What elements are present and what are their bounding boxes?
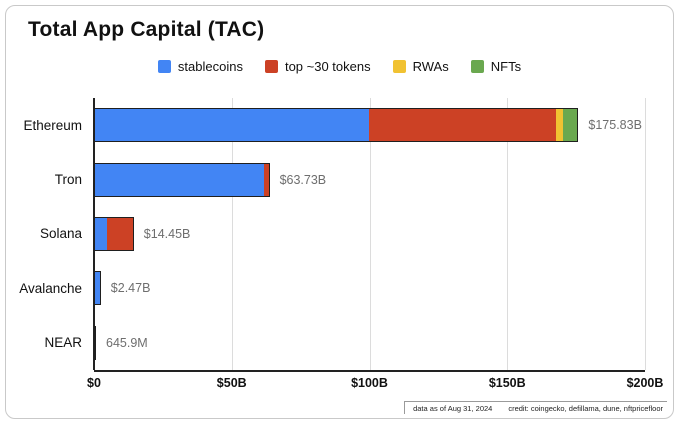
bar-value-label: $175.83B bbox=[588, 118, 642, 133]
legend-label: NFTs bbox=[490, 59, 522, 74]
bar-rows: $175.83B $63.73B $14.45B $2.47B 645.9M bbox=[94, 98, 645, 370]
legend-item-rwas: RWAs bbox=[392, 59, 449, 74]
gridline bbox=[369, 98, 371, 370]
category-label-avalanche: Avalanche bbox=[19, 280, 82, 296]
stacked-bar-tron bbox=[94, 162, 270, 197]
stacked-bar-near bbox=[94, 325, 96, 360]
x-axis-labels: $0 $50B $100B $150B $200B bbox=[87, 376, 663, 396]
bar-value-label: $14.45B bbox=[143, 226, 191, 241]
bar-row-solana: $14.45B bbox=[94, 207, 645, 261]
bar-segment-nfts bbox=[562, 109, 578, 142]
gridline bbox=[231, 98, 233, 370]
category-label-tron: Tron bbox=[54, 172, 82, 188]
bar-segment-rwas bbox=[555, 109, 563, 142]
bar-segment-stablecoins bbox=[95, 109, 370, 142]
x-tick-label: $100B bbox=[351, 376, 388, 390]
legend-swatch-rwas bbox=[392, 60, 406, 73]
stacked-bar-solana bbox=[94, 216, 134, 251]
legend-label: top ~30 tokens bbox=[284, 59, 371, 74]
bar-segment-stablecoins bbox=[95, 272, 100, 305]
stacked-bar-ethereum bbox=[94, 108, 579, 143]
chart-title: Total App Capital (TAC) bbox=[28, 18, 265, 41]
bar-value-label: $63.73B bbox=[279, 172, 327, 187]
footer-data-as-of: data as of Aug 31, 2024 bbox=[413, 404, 493, 413]
footer: data as of Aug 31, 2024 credit: coingeck… bbox=[404, 401, 667, 414]
x-tick-label: $200B bbox=[626, 376, 664, 390]
bar-segment-stablecoins bbox=[95, 217, 107, 250]
category-label-ethereum: Ethereum bbox=[23, 117, 82, 133]
bar-segment-stablecoins bbox=[95, 163, 264, 196]
gridline bbox=[507, 98, 509, 370]
plot-area: $175.83B $63.73B $14.45B $2.47B 645.9M bbox=[93, 98, 646, 372]
bar-value-label: 645.9M bbox=[106, 335, 148, 350]
category-label-near: NEAR bbox=[44, 335, 82, 351]
footer-credit: credit: coingecko, defillama, dune, nftp… bbox=[508, 404, 663, 413]
x-tick-label: $0 bbox=[87, 376, 101, 390]
bar-row-near: 645.9M bbox=[94, 316, 645, 370]
legend-item-nfts: NFTs bbox=[470, 59, 522, 74]
bar-row-tron: $63.73B bbox=[94, 152, 645, 206]
x-tick-label: $150B bbox=[488, 376, 526, 390]
legend-label: RWAs bbox=[412, 59, 449, 74]
bar-row-avalanche: $2.47B bbox=[94, 261, 645, 315]
legend-swatch-stablecoins bbox=[157, 60, 171, 73]
category-label-solana: Solana bbox=[39, 226, 82, 242]
legend-item-top-30-tokens: top ~30 tokens bbox=[264, 59, 371, 74]
y-axis-labels: Ethereum Tron Solana Avalanche NEAR bbox=[14, 98, 90, 370]
legend-label: stablecoins bbox=[177, 59, 243, 74]
bar-segment-top-30-tokens bbox=[106, 217, 133, 250]
bar-segment-top-30-tokens bbox=[263, 163, 269, 196]
gridline bbox=[645, 98, 646, 370]
legend-item-stablecoins: stablecoins bbox=[157, 59, 243, 74]
legend-swatch-top-30-tokens bbox=[264, 60, 278, 73]
bar-row-ethereum: $175.83B bbox=[94, 98, 645, 152]
chart-card: Total App Capital (TAC) stablecoins top ~… bbox=[5, 5, 674, 419]
legend: stablecoins top ~30 tokens RWAs NFTs bbox=[6, 59, 673, 74]
bar-segment-top-30-tokens bbox=[369, 109, 556, 142]
x-tick-label: $50B bbox=[216, 376, 247, 390]
bar-value-label: $2.47B bbox=[110, 281, 151, 296]
stacked-bar-avalanche bbox=[94, 271, 101, 306]
legend-swatch-nfts bbox=[470, 60, 484, 73]
